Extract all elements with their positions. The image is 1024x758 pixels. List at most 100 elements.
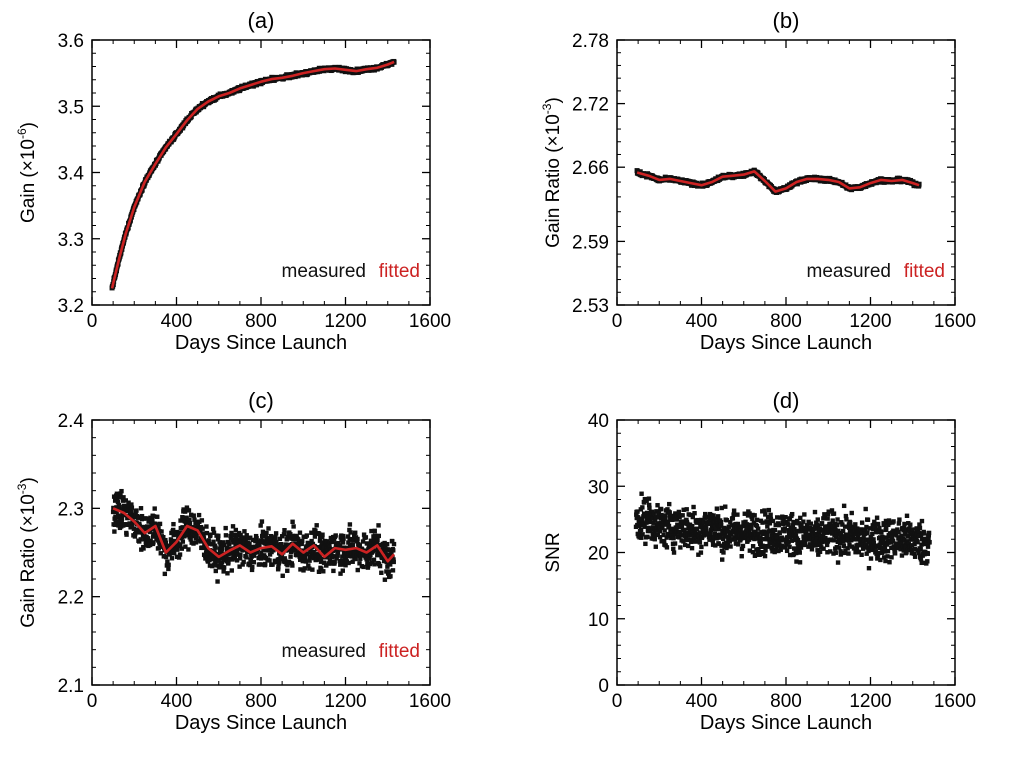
measured-point	[887, 560, 892, 565]
measured-point	[731, 512, 736, 517]
measured-point	[783, 515, 788, 520]
measured-point	[340, 540, 346, 545]
measured-point	[146, 519, 151, 524]
measured-point	[390, 539, 395, 544]
measured-point	[311, 552, 316, 557]
measured-point	[117, 504, 122, 510]
measured-point	[300, 538, 305, 544]
measured-point	[865, 530, 870, 535]
measured-point	[147, 542, 153, 548]
measured-point	[257, 562, 263, 567]
measured-point	[904, 513, 910, 518]
measured-point	[681, 507, 686, 513]
measured-point	[825, 550, 830, 555]
measured-point	[806, 519, 811, 525]
measured-point	[844, 517, 849, 522]
measured-point	[760, 509, 765, 514]
measured-point	[817, 549, 823, 555]
measured-point	[341, 550, 347, 556]
measured-point	[927, 539, 932, 545]
measured-point	[186, 547, 191, 552]
measured-point	[925, 544, 931, 549]
measured-point	[814, 536, 820, 541]
measured-point	[302, 566, 307, 571]
measured-point	[175, 543, 181, 549]
measured-point	[261, 547, 266, 552]
measured-point	[125, 508, 131, 514]
x-tick-label: 400	[686, 311, 718, 332]
measured-point	[369, 528, 374, 534]
measured-point	[842, 524, 848, 529]
measured-point	[833, 527, 838, 532]
measured-point	[796, 541, 802, 546]
measured-point	[754, 536, 759, 541]
measured-point	[353, 530, 358, 535]
measured-point	[794, 559, 799, 564]
measured-point	[121, 495, 126, 500]
measured-point	[855, 534, 861, 540]
measured-point	[298, 557, 303, 562]
y-tick-label: 2.4	[58, 411, 85, 432]
measured-point	[113, 517, 118, 523]
y-tick-label: 3.2	[58, 296, 84, 317]
measured-point	[809, 547, 815, 552]
measured-point	[825, 512, 831, 517]
measured-point	[856, 549, 862, 555]
measured-point	[642, 500, 647, 505]
measured-point	[169, 547, 175, 552]
measured-point	[182, 509, 188, 514]
measured-point	[348, 530, 353, 535]
measured-point	[347, 527, 352, 533]
measured-point	[328, 535, 334, 541]
plot-area	[634, 167, 922, 196]
measured-point	[901, 548, 906, 553]
measured-point	[358, 556, 363, 561]
x-tick-label: 800	[245, 691, 277, 712]
measured-point	[290, 519, 295, 525]
measured-point	[245, 550, 250, 555]
measured-point	[282, 528, 287, 533]
measured-point	[684, 507, 689, 512]
measured-point	[917, 525, 923, 531]
measured-point	[128, 509, 134, 515]
measured-point	[168, 539, 174, 545]
measured-point	[223, 533, 229, 538]
measured-point	[681, 539, 686, 544]
measured-point	[777, 530, 782, 536]
measured-point	[710, 538, 716, 544]
measured-point	[299, 541, 304, 547]
measured-point	[818, 542, 823, 547]
measured-point	[290, 563, 295, 568]
measured-point	[388, 562, 393, 567]
measured-point	[275, 544, 280, 550]
measured-point	[215, 579, 220, 584]
measured-point	[692, 510, 697, 516]
measured-point	[273, 534, 278, 540]
measured-point	[649, 512, 654, 518]
measured-point	[728, 519, 733, 525]
measured-point	[711, 535, 716, 540]
measured-point	[746, 528, 752, 533]
measured-point	[324, 539, 330, 544]
measured-point	[132, 515, 137, 520]
measured-point	[211, 557, 216, 562]
measured-point	[846, 538, 851, 543]
measured-point	[908, 522, 913, 527]
measured-point	[665, 520, 671, 525]
measured-point	[367, 555, 372, 561]
chart-title: (a)	[248, 8, 275, 33]
measured-point	[885, 554, 890, 559]
measured-point	[851, 546, 857, 551]
measured-point	[219, 546, 225, 552]
measured-point	[163, 554, 169, 560]
measured-point	[248, 535, 253, 540]
measured-point	[905, 539, 910, 544]
measured-point	[292, 548, 298, 553]
measured-point	[277, 545, 283, 550]
measured-point	[864, 551, 869, 556]
measured-point	[836, 545, 842, 550]
measured-point	[221, 565, 227, 570]
measured-point	[286, 535, 292, 540]
measured-point	[763, 512, 768, 517]
measured-point	[240, 535, 246, 540]
